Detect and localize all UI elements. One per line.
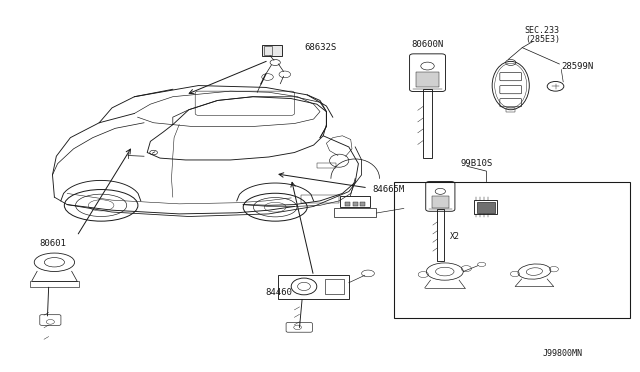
Text: (285E3): (285E3) bbox=[525, 35, 560, 44]
Bar bbox=[334, 208, 376, 217]
Bar bbox=[394, 182, 630, 318]
Text: X2: X2 bbox=[450, 232, 460, 241]
Text: 28599N: 28599N bbox=[561, 62, 593, 71]
Bar bbox=[278, 275, 349, 299]
Text: 84665M: 84665M bbox=[372, 185, 404, 194]
Bar bbox=[423, 89, 432, 158]
Bar bbox=[506, 108, 515, 112]
Text: 80601: 80601 bbox=[40, 239, 67, 248]
Bar bbox=[262, 45, 282, 56]
Bar bbox=[353, 202, 358, 206]
Text: 68632S: 68632S bbox=[304, 43, 336, 52]
Bar bbox=[264, 46, 272, 55]
Bar bbox=[431, 196, 449, 208]
Bar bbox=[340, 196, 371, 207]
Text: 80600N: 80600N bbox=[411, 40, 443, 49]
Bar bbox=[317, 163, 336, 168]
Text: 99B10S: 99B10S bbox=[461, 159, 493, 168]
Text: 84460: 84460 bbox=[266, 288, 292, 296]
Bar bbox=[360, 202, 365, 206]
Bar bbox=[416, 73, 439, 87]
Bar bbox=[325, 279, 344, 294]
Bar bbox=[301, 195, 339, 203]
Bar bbox=[346, 202, 350, 206]
Bar bbox=[30, 280, 79, 287]
Bar bbox=[474, 200, 497, 214]
Bar bbox=[477, 202, 495, 213]
Bar bbox=[437, 209, 444, 261]
Text: J99800MN: J99800MN bbox=[543, 349, 583, 358]
Text: SEC.233: SEC.233 bbox=[525, 26, 560, 35]
